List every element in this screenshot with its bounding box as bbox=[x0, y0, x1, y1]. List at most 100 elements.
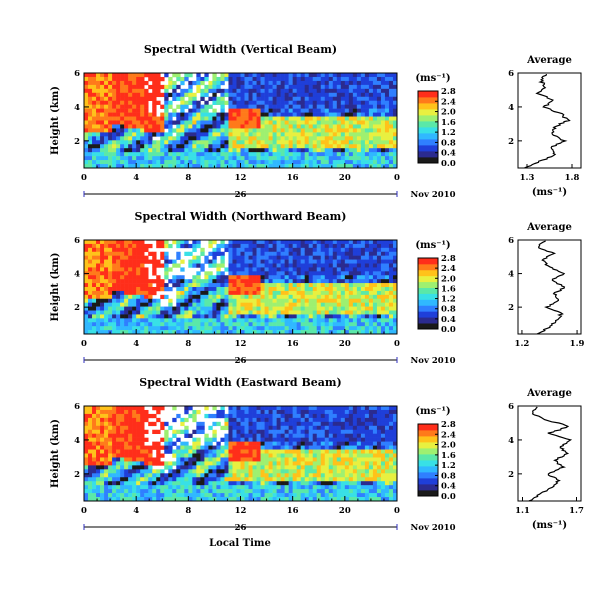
heatmap-cell bbox=[316, 132, 322, 137]
heatmap-cell bbox=[152, 310, 157, 315]
heatmap-cell bbox=[324, 100, 330, 105]
heatmap-cell bbox=[368, 132, 374, 137]
heatmap-cell bbox=[380, 132, 386, 137]
heatmap-cell bbox=[276, 306, 281, 311]
heatmap-cell bbox=[380, 112, 386, 117]
heatmap-cell bbox=[272, 96, 277, 102]
heatmap-cell bbox=[92, 453, 97, 458]
heatmap-cell bbox=[160, 306, 165, 311]
heatmap-cell bbox=[204, 473, 209, 478]
heatmap-cell bbox=[256, 271, 261, 276]
heatmap-cell bbox=[108, 136, 113, 141]
heatmap-cell bbox=[236, 290, 241, 296]
colorbar-segment bbox=[418, 145, 438, 152]
heatmap-cell bbox=[184, 314, 189, 319]
heatmap-cell bbox=[312, 290, 318, 296]
heatmap-cell bbox=[244, 314, 249, 319]
heatmap-cell bbox=[268, 330, 273, 335]
heatmap-cell bbox=[276, 481, 281, 486]
heatmap-cell bbox=[116, 306, 121, 311]
heatmap-cell bbox=[152, 140, 157, 145]
heatmap-cell bbox=[352, 108, 358, 113]
heatmap-cell bbox=[360, 314, 366, 319]
heatmap-cell bbox=[296, 259, 301, 264]
heatmap-cell bbox=[136, 96, 141, 102]
heatmap-cell bbox=[280, 461, 285, 466]
heatmap-cell bbox=[140, 76, 145, 82]
heatmap-cell bbox=[96, 306, 101, 311]
heatmap-cell bbox=[160, 136, 165, 141]
heatmap-cell bbox=[312, 318, 318, 323]
heatmap-cell bbox=[212, 259, 217, 264]
heatmap-cell bbox=[244, 279, 249, 284]
heatmap-cell bbox=[248, 247, 253, 253]
heatmap-cell bbox=[256, 251, 261, 256]
heatmap-cell bbox=[184, 76, 189, 82]
heatmap-cell bbox=[148, 116, 153, 121]
heatmap-cell bbox=[112, 96, 117, 102]
heatmap-cell bbox=[292, 73, 297, 78]
heatmap-cell bbox=[176, 287, 181, 292]
heatmap-cell bbox=[120, 485, 125, 490]
heatmap-cell bbox=[184, 112, 189, 117]
heatmap-cell bbox=[148, 318, 153, 323]
heatmap-cell bbox=[248, 251, 253, 256]
heatmap-cell bbox=[232, 298, 237, 303]
heatmap-cell bbox=[264, 306, 269, 311]
heatmap-cell bbox=[280, 445, 285, 450]
heatmap-cell bbox=[204, 326, 209, 331]
heatmap-cell bbox=[144, 445, 149, 450]
heatmap-cell bbox=[348, 243, 354, 249]
heatmap-cell bbox=[132, 306, 137, 311]
heatmap-cell bbox=[356, 152, 362, 157]
heatmap-cell bbox=[256, 140, 261, 145]
heatmap-cell bbox=[84, 160, 89, 165]
heatmap-cell bbox=[116, 120, 121, 125]
heatmap-cell bbox=[116, 318, 121, 323]
heatmap-cell bbox=[176, 251, 181, 256]
heatmap-cell bbox=[188, 140, 193, 145]
heatmap-cell bbox=[216, 421, 221, 427]
heatmap-cell bbox=[200, 469, 205, 474]
heatmap-cell bbox=[352, 243, 358, 249]
heatmap-cell bbox=[140, 457, 145, 462]
heatmap-cell bbox=[276, 449, 281, 454]
heatmap-cell bbox=[280, 413, 285, 419]
heatmap-cell bbox=[124, 88, 129, 94]
heatmap-cell bbox=[380, 287, 386, 292]
heatmap-cell bbox=[192, 461, 197, 466]
heatmap-cell bbox=[292, 481, 297, 486]
heatmap-cell bbox=[304, 290, 310, 296]
heatmap-cell bbox=[284, 128, 289, 133]
heatmap-cell bbox=[152, 489, 157, 494]
heatmap-cell bbox=[240, 441, 245, 446]
heatmap-cell bbox=[360, 240, 366, 245]
heatmap-cell bbox=[112, 263, 117, 268]
heatmap-cell bbox=[88, 116, 93, 121]
heatmap-cell bbox=[112, 84, 117, 90]
heatmap-cell bbox=[92, 92, 97, 98]
heatmap-cell bbox=[368, 318, 374, 323]
heatmap-cell bbox=[384, 132, 390, 137]
heatmap-cell bbox=[112, 406, 117, 411]
heatmap-cell bbox=[364, 164, 370, 169]
heatmap-cell bbox=[300, 461, 305, 466]
heatmap-cell bbox=[204, 255, 209, 260]
heatmap-cell bbox=[380, 322, 386, 327]
heatmap-cell bbox=[116, 267, 121, 272]
heatmap-cell bbox=[224, 294, 229, 300]
heatmap-cell bbox=[168, 104, 173, 109]
heatmap-cell bbox=[208, 298, 213, 303]
heatmap-cell bbox=[160, 406, 165, 411]
heatmap-cell bbox=[248, 164, 253, 169]
heatmap-cell bbox=[268, 310, 273, 315]
heatmap-cell bbox=[268, 275, 273, 280]
heatmap-cell bbox=[328, 88, 334, 94]
heatmap-cell bbox=[88, 287, 93, 292]
heatmap-cell bbox=[172, 136, 177, 141]
heatmap-cell bbox=[132, 247, 137, 253]
heatmap-cell bbox=[112, 294, 117, 300]
heatmap-cell bbox=[228, 251, 233, 256]
heatmap-cell bbox=[344, 255, 350, 260]
heatmap-cell bbox=[132, 136, 137, 141]
